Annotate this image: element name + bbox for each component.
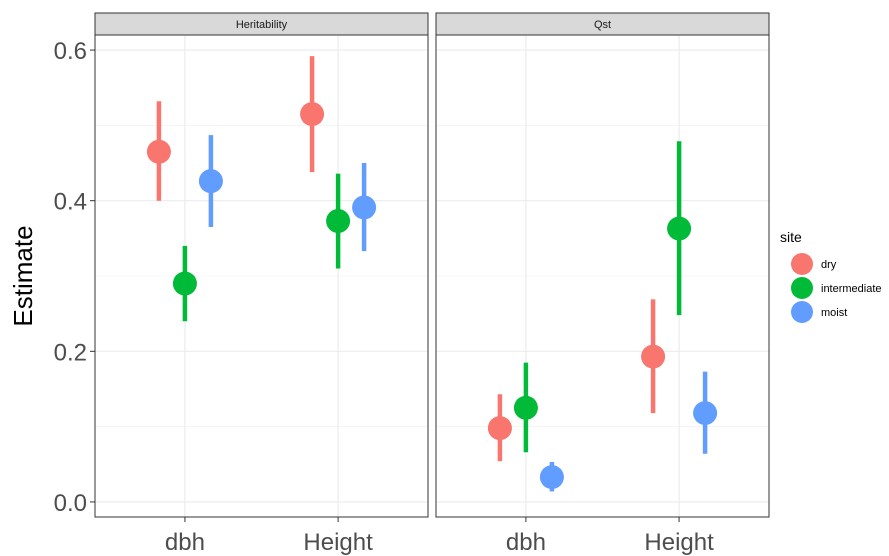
y-axis-title: Estimate [8,225,38,326]
legend-key-dry [791,253,813,275]
x-tick-label: dbh [165,529,205,556]
point-moist [352,195,377,220]
x-tick-label: Height [644,529,714,556]
point-moist [539,465,564,490]
point-intermediate [513,395,538,420]
legend-title: site [780,229,802,245]
legend-label-intermediate: intermediate [821,283,882,295]
point-dry [146,139,171,164]
point-moist [198,169,223,194]
legend-label-moist: moist [821,307,847,319]
point-dry [487,416,512,441]
y-tick-label: 0.6 [54,38,87,65]
y-tick-label: 0.0 [54,490,87,517]
legend-label-dry: dry [821,259,837,271]
point-intermediate [172,271,197,296]
facet-panel-heritability: Heritability dbh Height [94,12,429,556]
point-intermediate [667,216,692,241]
point-dry [641,344,666,369]
point-dry [300,102,325,127]
y-tick-label: 0.4 [54,189,87,216]
facet-panel-qst: Qst dbh Height [435,12,770,556]
panel-border [94,34,429,518]
point-intermediate [326,209,351,234]
x-tick-label: dbh [506,529,546,556]
point-moist [693,401,718,426]
facet-strip-label: Qst [594,19,611,31]
panel-border [435,34,770,518]
legend: site dry intermediate moist [780,229,882,323]
facet-strip-label: Heritability [236,19,288,31]
y-tick-label: 0.2 [54,339,87,366]
legend-key-moist [791,301,813,323]
x-tick-label: Height [303,529,373,556]
legend-key-intermediate [791,277,813,299]
